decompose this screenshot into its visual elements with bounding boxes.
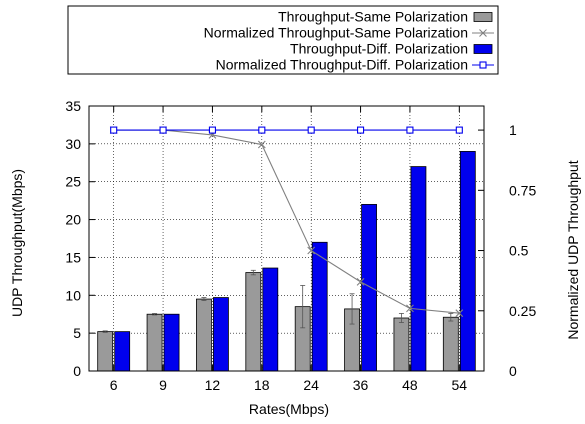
point-marker	[479, 29, 487, 37]
x-tick-label: 9	[159, 377, 167, 393]
axes: 0 5 10 15 20 25 30 35 0 0.25 0.5 0.75 1 6 9 12 18 24 36 48 5…	[65, 98, 536, 393]
y-tick-label: 20	[65, 212, 81, 228]
point-marker	[208, 126, 216, 134]
legend-entry-label: Normalized Throughput-Same Polarization	[204, 25, 468, 41]
bar	[97, 331, 114, 372]
bar	[262, 267, 279, 372]
point-marker	[307, 246, 316, 255]
y-axis-label: UDP Throughput(Mbps)	[9, 169, 25, 317]
point-marker	[406, 304, 414, 313]
point-marker	[357, 126, 365, 134]
x-tick-label: 12	[205, 377, 221, 393]
y-tick-label: 30	[65, 136, 81, 152]
point-marker	[110, 126, 118, 134]
legend-swatch	[473, 44, 493, 54]
y2-tick-label: 1	[509, 122, 517, 138]
point-marker	[455, 309, 464, 318]
series-line	[113, 129, 460, 314]
plot-frame	[88, 105, 485, 372]
point-marker	[356, 277, 365, 286]
x-tick-label: 36	[353, 377, 369, 393]
y2-tick-label: 0	[509, 363, 517, 379]
legend-entry-label: Throughput-Same Polarization	[278, 9, 468, 25]
bar	[361, 204, 377, 372]
point-marker	[307, 126, 315, 134]
bar	[163, 313, 180, 372]
bar	[196, 298, 212, 372]
x-tick-label: 24	[303, 377, 319, 393]
grid-lines	[89, 106, 484, 371]
bar	[311, 241, 328, 372]
y-tick-label: 35	[65, 98, 81, 114]
bars	[97, 151, 476, 372]
legend-entry-label: Normalized Throughput-Diff. Polarization	[216, 57, 468, 73]
x-tick-label: 6	[110, 377, 118, 393]
series-lines	[109, 126, 464, 318]
bar	[393, 317, 410, 372]
y-tick-label: 5	[73, 325, 81, 341]
bar	[410, 166, 427, 372]
point-marker	[258, 126, 266, 134]
x-tick-label: 54	[452, 377, 468, 393]
point-marker	[455, 126, 463, 134]
legend-entry-label: Throughput-Diff. Polarization	[290, 41, 468, 57]
bar	[459, 151, 476, 372]
legend-swatch	[473, 12, 493, 22]
y-tick-label: 15	[65, 249, 81, 265]
y-tick-label: 25	[65, 174, 81, 190]
y2-axis-label: Normalized UDP Throughput	[565, 160, 581, 339]
y2-tick-label: 0.25	[509, 303, 536, 319]
bar	[213, 297, 229, 372]
bar	[146, 313, 163, 372]
x-tick-label: 48	[402, 377, 418, 393]
x-axis-label: Rates(Mbps)	[249, 401, 329, 417]
y-tick-label: 10	[65, 287, 81, 303]
bar	[245, 272, 262, 372]
y-tick-label: 0	[73, 363, 81, 379]
point-marker	[257, 140, 266, 149]
bar	[114, 331, 131, 372]
point-marker	[159, 126, 167, 134]
point-marker	[406, 126, 414, 134]
x-tick-label: 18	[254, 377, 270, 393]
legend-box	[67, 5, 499, 75]
point-marker	[479, 61, 487, 69]
bar	[442, 316, 459, 372]
y2-tick-label: 0.5	[509, 243, 529, 259]
y2-tick-label: 0.75	[509, 182, 536, 198]
